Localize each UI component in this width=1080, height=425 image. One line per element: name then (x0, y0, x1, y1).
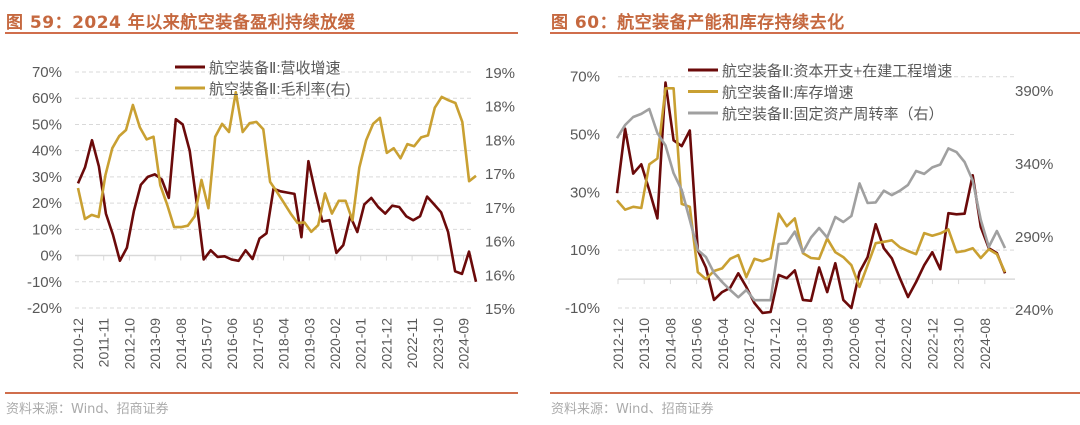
x-tick-label: 2019-08 (820, 318, 836, 370)
y-right-tick-label: 390% (1015, 83, 1053, 100)
y-left-tick-label: -20% (27, 300, 62, 317)
y-right-tick-label: 16% (485, 234, 515, 251)
source-note: 资料来源：Wind、招商证券 (6, 402, 169, 417)
y-right-tick-label: 19% (485, 65, 515, 82)
y-right-tick-label: 290% (1015, 229, 1053, 246)
legend-label: 航空装备Ⅱ:库存增速 (722, 85, 854, 102)
x-tick-label: 2020-06 (846, 318, 862, 370)
y-right-tick-label: 18% (485, 132, 515, 149)
y-right-tick-label: 18% (485, 99, 515, 116)
series-line-2 (615, 107, 1007, 302)
y-left-tick-label: 30% (570, 184, 600, 201)
x-tick-label: 2022-12 (924, 318, 940, 370)
footer-divider (5, 392, 518, 394)
y-left-tick-label: 70% (32, 64, 62, 81)
x-tick-label: 2023-10 (430, 318, 446, 370)
y-left-tick-label: 30% (32, 169, 62, 186)
legend-label: 航空装备Ⅱ:固定资产周转率（右） (722, 106, 944, 123)
x-tick-label: 2013-10 (636, 318, 652, 370)
y-left-tick-label: 50% (32, 116, 62, 133)
x-tick-label: 2012-10 (121, 318, 137, 370)
x-tick-label: 2023-10 (951, 318, 967, 370)
x-tick-label: 2022-11 (404, 318, 420, 369)
y-right-tick-label: 15% (485, 301, 515, 318)
figure-60-panel: 图 60：航空装备产能和库存持续去化 70% 50% 30% 10% -10% 390% 3… (545, 0, 1080, 425)
x-tick-label: 2022-02 (898, 318, 914, 370)
y-right-tick-label: 17% (485, 166, 515, 183)
x-tick-label: 2016-04 (715, 318, 731, 370)
x-tick-label: 2013-09 (147, 318, 163, 370)
x-tick-label: 2021-04 (872, 318, 888, 370)
y-right-tick-label: 16% (485, 267, 515, 284)
series-line-1 (76, 90, 477, 234)
y-left-tick-label: 50% (570, 127, 600, 144)
legend-label: 航空装备Ⅱ:毛利率(右) (209, 81, 351, 98)
x-tick-label: 2018-10 (793, 318, 809, 370)
x-tick-label: 2018-04 (276, 318, 292, 370)
x-tick-label: 2017-05 (250, 318, 266, 370)
y-left-tick-label: 0% (40, 248, 62, 265)
figure-title: 图 60：航空装备产能和库存持续去化 (551, 13, 845, 33)
x-tick-label: 2021-12 (378, 318, 394, 370)
x-tick-label: 2024-09 (456, 318, 472, 370)
series-line-0 (615, 81, 1007, 315)
y-left-tick-label: 40% (32, 143, 62, 160)
x-tick-label: 2010-12 (70, 318, 86, 370)
footer-divider (550, 392, 1080, 394)
source-note: 资料来源：Wind、招商证券 (551, 402, 714, 417)
legend-label: 航空装备Ⅱ:资本开支+在建工程增速 (722, 63, 952, 80)
x-tick-label: 2016-06 (224, 318, 240, 370)
legend-label: 航空装备Ⅱ:营收增速 (209, 60, 341, 77)
title-divider (550, 32, 1080, 34)
y-right-tick-label: 340% (1015, 156, 1053, 173)
revenue-margin-chart: 70% 60% 50% 40% 30% 20% 10% 0% -10% -20% 19% 18% 18%… (27, 60, 515, 370)
y-left-tick-label: -10% (565, 300, 600, 317)
x-tick-label: 2015-07 (199, 318, 215, 370)
x-tick-label: 2015-06 (689, 318, 705, 370)
capex-inventory-chart: 70% 50% 30% 10% -10% 390% 340% 290% 240% 2012-12 2… (565, 63, 1053, 370)
x-tick-label: 2020-02 (327, 318, 343, 370)
figure-59-panel: 图 59：2024 年以来航空装备盈利持续放缓 70% 60% 50% 40% 30% 2… (0, 0, 518, 425)
series-line-1 (616, 87, 1007, 289)
x-tick-label: 2021-01 (353, 318, 369, 370)
x-tick-label: 2017-02 (741, 318, 757, 370)
x-tick-label: 2017-12 (767, 318, 783, 370)
x-tick-label: 2014-08 (662, 318, 678, 370)
y-right-tick-label: 17% (485, 200, 515, 217)
y-left-tick-label: 10% (32, 221, 62, 238)
x-tick-label: 2014-08 (173, 318, 189, 370)
x-tick-label: 2011-11 (96, 318, 112, 368)
y-left-tick-label: 60% (32, 90, 62, 107)
y-left-tick-label: 70% (570, 69, 600, 86)
y-left-tick-label: 20% (32, 195, 62, 212)
figure-title: 图 59：2024 年以来航空装备盈利持续放缓 (6, 13, 356, 33)
x-tick-label: 2019-03 (301, 318, 317, 370)
title-divider (5, 32, 518, 34)
x-tick-label: 2024-08 (977, 318, 993, 370)
y-right-tick-label: 240% (1015, 302, 1053, 319)
y-left-tick-label: -10% (27, 274, 62, 291)
x-tick-label: 2012-12 (610, 318, 626, 370)
y-left-tick-label: 10% (570, 242, 600, 259)
